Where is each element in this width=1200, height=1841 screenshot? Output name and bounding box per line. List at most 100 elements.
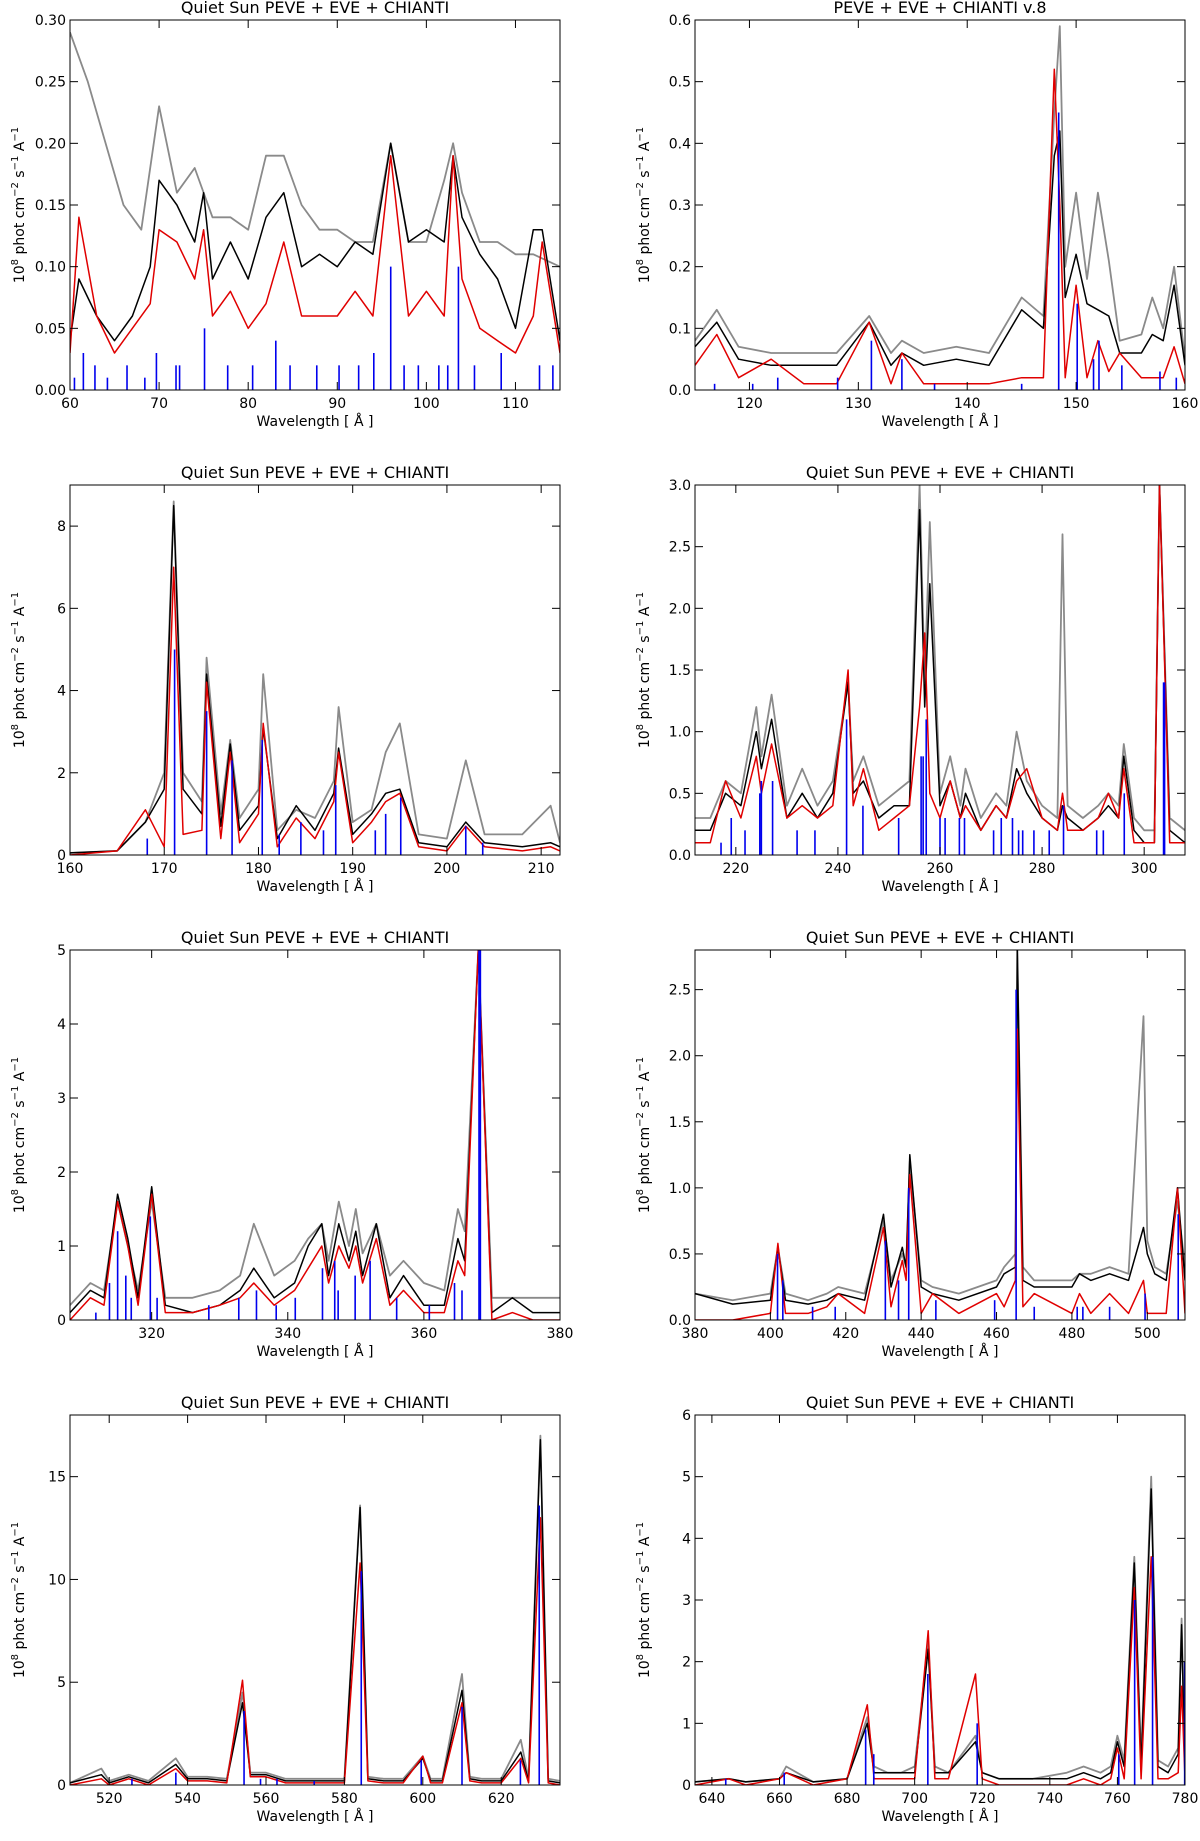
x-tick-label: 380 [547, 1326, 574, 1342]
y-tick-label: 2.5 [669, 983, 691, 999]
y-label-part: A [12, 1536, 28, 1550]
panel-7: Quiet Sun PEVE + EVE + CHIANTI 520 540 560 5… [10, 1393, 561, 1825]
x-axis-ticks: 640 660 680 700 720 740 760 780 [699, 1415, 1198, 1807]
x-tick-label: 700 [901, 1791, 928, 1807]
y-label-part: phot cm [12, 1592, 28, 1654]
x-tick-label: 440 [908, 1326, 935, 1342]
y-label-part: s [12, 170, 28, 182]
chart-title: Quiet Sun PEVE + EVE + CHIANTI [181, 463, 449, 482]
y-tick-label: 0.30 [35, 13, 66, 29]
y-label-part: −2 [635, 182, 646, 197]
y-tick-label: 1.0 [669, 725, 691, 741]
y-axis-label: 108 phot cm−2 s−1 A−1 [10, 592, 28, 748]
y-label-part: s [12, 1100, 28, 1112]
y-label-part: phot cm [637, 1592, 653, 1654]
y-label-part: −1 [635, 1551, 646, 1566]
series-peve [695, 130, 1185, 367]
y-tick-label: 0.25 [35, 75, 66, 91]
y-tick-label: 1 [682, 1716, 691, 1732]
y-label-part: 10 [12, 265, 28, 283]
x-tick-label: 480 [1059, 1326, 1086, 1342]
y-tick-label: 2.5 [669, 540, 691, 556]
y-label-part: −2 [635, 1112, 646, 1127]
y-axis-ticks: 0 2 4 6 8 [57, 519, 560, 864]
y-tick-label: 0.5 [669, 1247, 691, 1263]
x-tick-label: 170 [151, 861, 178, 877]
x-tick-label: 210 [528, 861, 555, 877]
series-eve [695, 1475, 1185, 1783]
y-label-part: phot cm [637, 1127, 653, 1189]
y-label-part: −1 [10, 1551, 21, 1566]
series-chianti [70, 1517, 560, 1785]
y-tick-label: 2 [57, 1165, 66, 1181]
y-label-part: −1 [10, 156, 21, 171]
plot-frame [694, 949, 1186, 1321]
chianti-line-sticks [73, 266, 554, 390]
y-label-part: 8 [10, 1654, 21, 1660]
y-label-part: −1 [635, 621, 646, 636]
y-tick-label: 0 [57, 1778, 66, 1794]
data-layer [70, 950, 560, 1320]
chianti-line-sticks [776, 989, 1180, 1320]
x-axis-ticks: 160 170 180 190 200 210 [57, 485, 555, 877]
y-tick-label: 2 [57, 766, 66, 782]
y-label-part: A [637, 1071, 653, 1085]
plot-frame [69, 19, 561, 391]
y-label-part: −2 [635, 1577, 646, 1592]
x-axis-label: Wavelength [ Å ] [882, 878, 999, 895]
x-tick-label: 720 [969, 1791, 996, 1807]
y-label-part: −2 [10, 182, 21, 197]
x-tick-label: 320 [138, 1326, 165, 1342]
series-chianti [70, 566, 560, 855]
x-tick-label: 180 [245, 861, 272, 877]
series-peve [70, 1438, 560, 1784]
y-label-part: A [12, 606, 28, 620]
x-axis-label: Wavelength [ Å ] [257, 1808, 374, 1825]
x-tick-label: 90 [328, 396, 346, 412]
panel-6: Quiet Sun PEVE + EVE + CHIANTI 380 400 420 4… [635, 928, 1186, 1360]
y-label-part: phot cm [12, 197, 28, 259]
y-tick-label: 1 [57, 1239, 66, 1255]
chart-title: PEVE + EVE + CHIANTI v.8 [833, 0, 1046, 17]
y-label-part: 10 [637, 1660, 653, 1678]
chianti-line-sticks [713, 112, 1178, 390]
y-label-part: A [12, 141, 28, 155]
series-peve [70, 950, 560, 1314]
chianti-line-sticks [131, 1505, 541, 1785]
y-label-part: 10 [637, 730, 653, 748]
y-tick-label: 5 [57, 1675, 66, 1691]
chart-title: Quiet Sun PEVE + EVE + CHIANTI [181, 1393, 449, 1412]
y-axis-ticks: 0.0 0.5 1.0 1.5 2.0 2.5 [669, 983, 1185, 1329]
y-tick-label: 1.5 [669, 1115, 691, 1131]
data-layer [70, 500, 560, 855]
y-tick-label: 6 [682, 1408, 691, 1424]
y-tick-label: 8 [57, 519, 66, 535]
plot-frame [694, 19, 1186, 391]
series-eve [695, 25, 1185, 360]
series-chianti [695, 1028, 1185, 1320]
y-tick-label: 2 [682, 1655, 691, 1671]
y-tick-label: 2.0 [669, 601, 691, 617]
y-label-part: 8 [10, 259, 21, 265]
y-axis-ticks: 0 5 10 15 [48, 1470, 560, 1794]
y-axis-ticks: 0.0 0.5 1.0 1.5 2.0 2.5 3.0 [669, 478, 1185, 864]
chart-title: Quiet Sun PEVE + EVE + CHIANTI [181, 928, 449, 947]
y-tick-label: 5 [682, 1470, 691, 1486]
y-label-part: A [637, 1536, 653, 1550]
y-axis-ticks: 0.0 0.1 0.2 0.3 0.4 0.5 0.6 [669, 13, 1185, 399]
series-eve [70, 500, 560, 854]
chianti-line-sticks [95, 950, 482, 1320]
y-axis-label: 108 phot cm−2 s−1 A−1 [635, 1522, 653, 1678]
y-label-part: 8 [635, 1189, 646, 1195]
data-layer [70, 1434, 560, 1785]
chart-title: Quiet Sun PEVE + EVE + CHIANTI [806, 928, 1074, 947]
y-tick-label: 1.0 [669, 1181, 691, 1197]
y-label-part: −1 [10, 127, 21, 142]
x-axis-ticks: 220 240 260 280 300 [722, 485, 1158, 877]
x-tick-label: 300 [1131, 861, 1158, 877]
x-axis-ticks: 520 540 560 580 600 620 [96, 1415, 515, 1807]
panel-1: Quiet Sun PEVE + EVE + CHIANTI 60 70 80 90 10… [10, 0, 561, 430]
